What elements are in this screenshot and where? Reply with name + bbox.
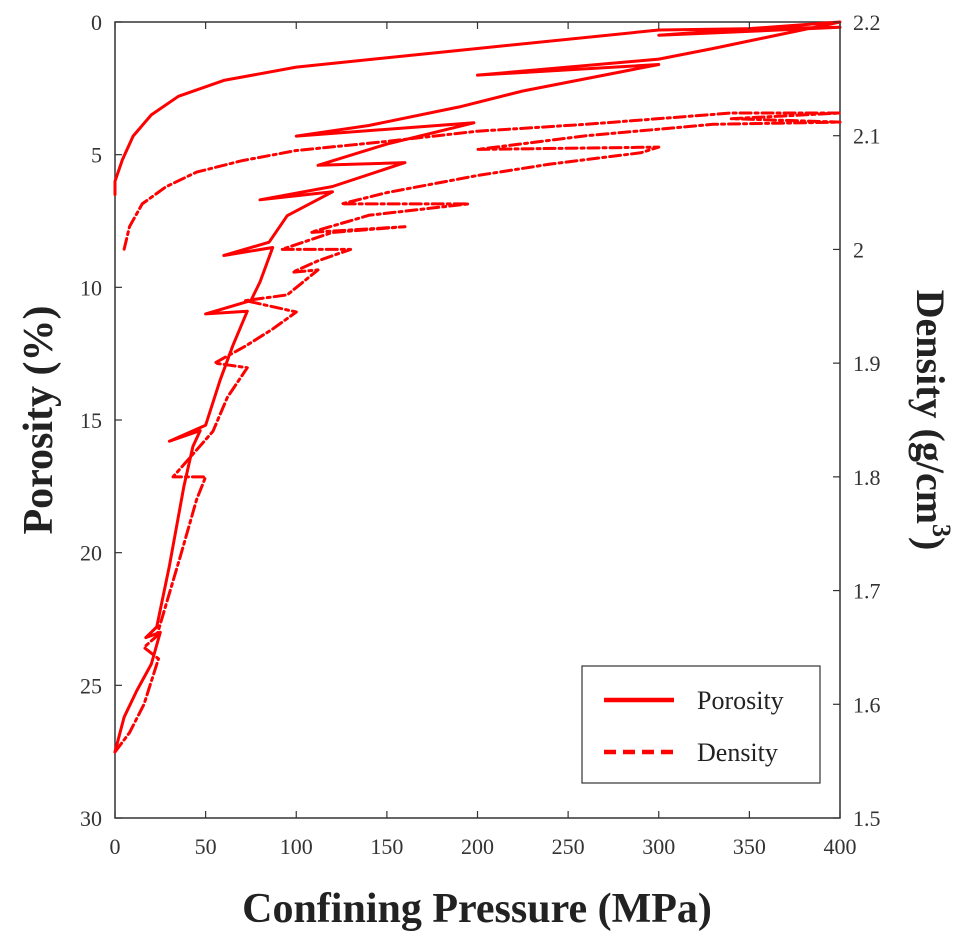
x-tick-label: 350 <box>733 834 766 859</box>
x-axis-title: Confining Pressure (MPa) <box>242 886 712 931</box>
x-tick-label: 50 <box>195 834 217 859</box>
y-right-tick-label: 1.7 <box>853 579 881 604</box>
y-right-tick-label: 1.9 <box>853 351 881 376</box>
y-right-tick-label: 2.1 <box>853 124 881 149</box>
x-tick-label: 100 <box>280 834 313 859</box>
y-right-tick-label: 2.2 <box>853 10 881 35</box>
legend-label-porosity: Porosity <box>697 686 784 715</box>
x-tick-label: 400 <box>824 834 857 859</box>
y-left-tick-label: 0 <box>91 10 102 35</box>
y-right-title-end: ) <box>908 537 953 550</box>
y-left-tick-label: 30 <box>80 806 102 831</box>
series-line-density <box>115 113 840 752</box>
x-tick-label: 300 <box>642 834 675 859</box>
y-left-tick-label: 25 <box>80 673 102 698</box>
y-left-tick-label: 5 <box>91 143 102 168</box>
legend: Porosity Density <box>582 666 820 783</box>
x-tick-label: 200 <box>461 834 494 859</box>
y-right-title-main: Density (g/cm <box>908 290 953 524</box>
y-left-tick-label: 10 <box>80 275 102 300</box>
y-right-tick-label: 1.8 <box>853 465 881 490</box>
y-left-tick-label: 20 <box>80 541 102 566</box>
x-tick-label: 150 <box>370 834 403 859</box>
legend-label-density: Density <box>697 738 778 767</box>
y-right-tick-label: 1.6 <box>853 692 881 717</box>
y-right-axis-title: Density (g/cm3) <box>908 290 956 551</box>
x-tick-label: 0 <box>110 834 121 859</box>
y-right-title-sup: 3 <box>927 524 956 537</box>
y-right-tick-label: 1.5 <box>853 806 881 831</box>
y-right-tick-label: 2 <box>853 237 864 262</box>
y-left-tick-label: 15 <box>80 408 102 433</box>
x-tick-label: 250 <box>552 834 585 859</box>
y-left-axis-title: Porosity (%) <box>16 305 62 534</box>
series-layer <box>115 22 840 752</box>
